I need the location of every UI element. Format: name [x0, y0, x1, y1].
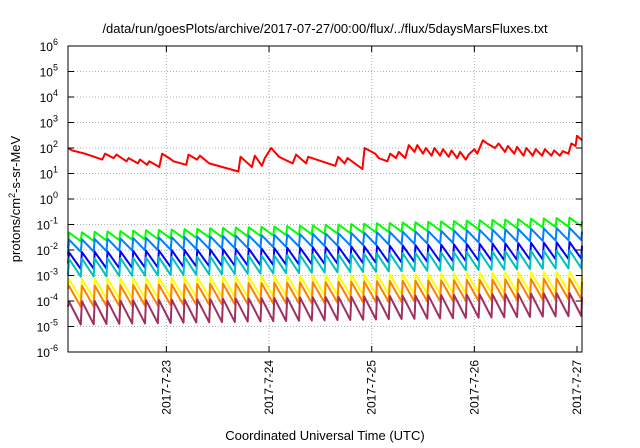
series-line-8 [67, 292, 583, 326]
y-tick-label: 10-3 [37, 267, 58, 284]
y-tick-label: 10-6 [37, 343, 58, 360]
x-axis: 2017-7-23 2017-7-24 2017-7-25 2017-7-26 2017… [159, 46, 584, 415]
x-tick-label: 2017-7-23 [159, 360, 173, 415]
y-tick-label: 105 [40, 63, 58, 80]
series-line-2 [67, 216, 583, 249]
y-axis: 10-6 10-5 10-4 10-3 10-2 10-1 100 101 102 103 104 1… [37, 37, 582, 360]
x-tick-label: 2017-7-24 [262, 360, 276, 415]
series-line-7 [67, 277, 583, 308]
plot-series [67, 134, 583, 326]
y-axis-label: protons/cm2-s-sr-MeV [7, 135, 23, 262]
x-axis-label: Coordinated Universal Time (UTC) [225, 428, 424, 443]
grid [68, 46, 582, 352]
y-tick-label: 10-2 [37, 241, 58, 258]
series-line-5 [67, 249, 583, 278]
y-tick-label: 100 [40, 190, 58, 207]
y-tick-label: 102 [40, 139, 58, 156]
x-tick-label: 2017-7-27 [570, 360, 584, 415]
y-tick-label: 103 [40, 114, 58, 131]
y-tick-label: 104 [40, 88, 58, 105]
chart-title: /data/run/goesPlots/archive/2017-07-27/0… [102, 21, 548, 36]
series-line-1 [67, 134, 583, 173]
x-tick-label: 2017-7-25 [365, 360, 379, 415]
y-tick-label: 10-1 [37, 216, 58, 233]
y-tick-label: 10-5 [37, 318, 58, 335]
y-tick-label: 101 [40, 165, 58, 182]
x-tick-label: 2017-7-26 [467, 360, 481, 415]
y-tick-label: 106 [40, 37, 58, 54]
series-line-3 [67, 226, 583, 256]
y-tick-label: 10-4 [37, 292, 58, 309]
